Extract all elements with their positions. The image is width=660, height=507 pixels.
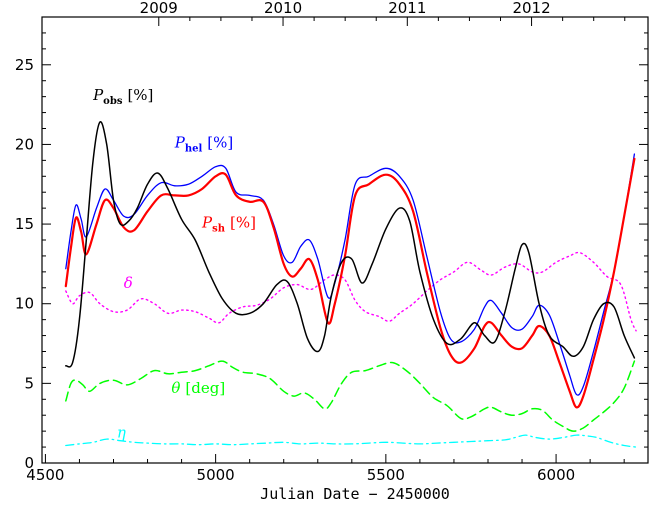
series-label-unit: [%] (207, 134, 233, 152)
series-label-symbol: P (92, 86, 104, 104)
axes: 4500 5000 5500 6000 2009 2010 2011 2012 0 5 10 15 20… (15, 0, 649, 484)
series-line-theta (65, 360, 636, 432)
series-annotations: Pobs [%] Phel [%] Psh [%] δ θ [deg] η (92, 86, 256, 442)
top-tick-label: 2011 (388, 0, 426, 17)
series-label-delta: δ (124, 274, 133, 292)
x-tick-label: 5500 (367, 466, 405, 484)
series-label-eta: η (117, 424, 126, 442)
series-label-theta: θ [deg] (171, 379, 225, 397)
series-label-symbol: η (117, 424, 126, 442)
series-label-subscript: hel (185, 144, 203, 155)
series-label-subscript: obs (103, 96, 123, 107)
top-tick-label: 2012 (512, 0, 550, 17)
series-lines (64, 121, 637, 448)
series-label-unit: [deg] (185, 379, 225, 397)
series-line-delta (65, 251, 637, 332)
x-tick-label: 5000 (197, 466, 235, 484)
series-label-unit: [%] (230, 213, 256, 231)
y-tick-label: 20 (15, 135, 34, 153)
series-label-symbol: δ (124, 274, 133, 292)
series-line-p-obs (65, 121, 636, 368)
series-label-symbol: P (201, 213, 213, 231)
series-label-p-obs: Pobs [%] (92, 86, 153, 107)
x-tick-label: 4500 (26, 466, 64, 484)
y-tick-label: 25 (15, 56, 34, 74)
series-label-p-hel: Phel [%] (174, 134, 234, 155)
y-tick-label: 5 (24, 374, 34, 392)
y-tick-label: 0 (24, 454, 34, 472)
y-tick-label: 10 (15, 295, 34, 313)
series-label-unit: [%] (127, 86, 153, 104)
x-tick-label: 6000 (537, 466, 575, 484)
series-label-p-sh: Psh [%] (201, 213, 256, 234)
x-axis-label: Julian Date − 2450000 (260, 485, 450, 503)
top-tick-label: 2009 (140, 0, 178, 17)
top-tick-label: 2010 (264, 0, 302, 17)
series-label-subscript: sh (212, 223, 226, 234)
series-label-symbol: P (174, 134, 186, 152)
series-label-symbol: θ (171, 379, 180, 397)
series-line-eta (65, 434, 637, 448)
y-tick-label: 15 (15, 215, 34, 233)
